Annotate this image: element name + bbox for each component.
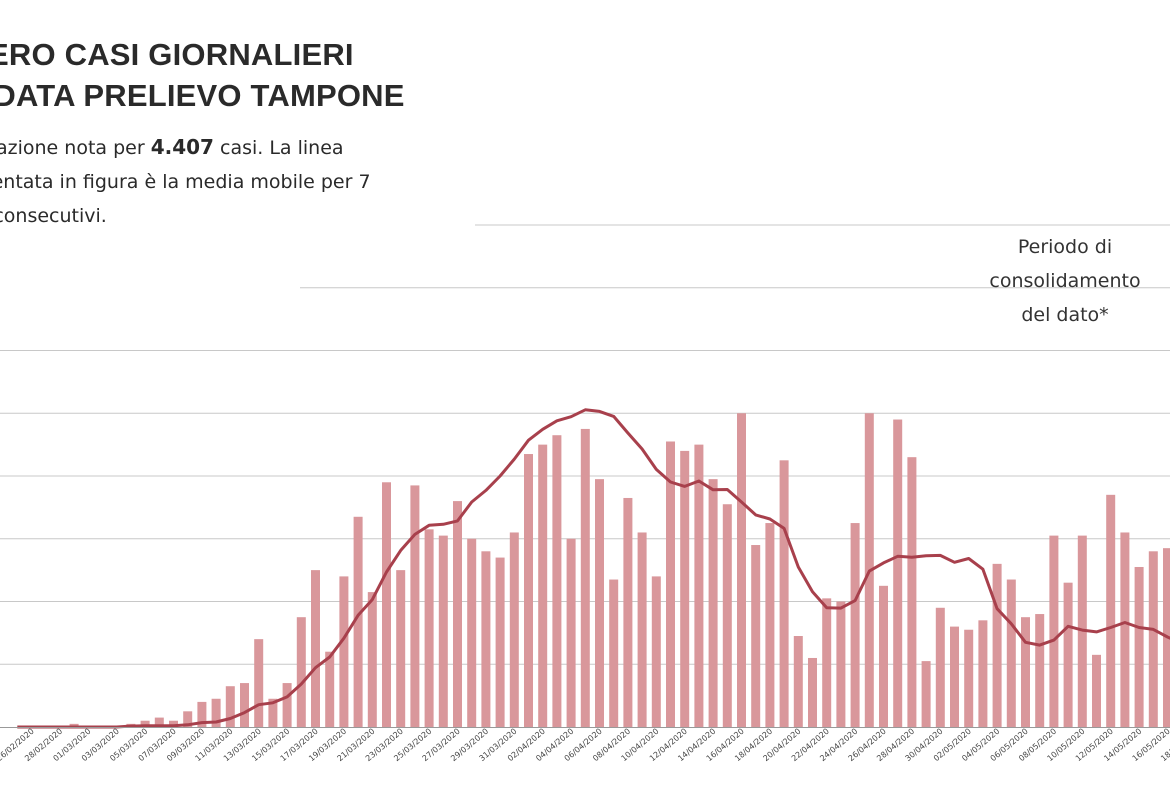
bar-21/03/2020: [367, 592, 377, 727]
bar-05/03/2020: [140, 720, 150, 727]
chart-title: MERO CASI GIORNALIERI R DATA PRELIEVO TA…: [0, 34, 405, 116]
bar-08/04/2020: [623, 497, 633, 727]
note-line1: Periodo di: [1017, 236, 1113, 258]
bar-20/03/2020: [353, 516, 363, 727]
subtitle-suffix: casi. La linea: [220, 137, 344, 159]
bar-04/05/2020: [992, 563, 1002, 727]
bar-31/03/2020: [509, 532, 519, 727]
bar-06/03/2020: [154, 717, 164, 727]
note-line3: del dato*: [1021, 304, 1109, 326]
bar-08/03/2020: [183, 711, 193, 727]
chart-subtitle: rmazione nota per 4.407 casi. La linea e…: [0, 130, 440, 233]
note-line2: consolidamento: [989, 270, 1141, 292]
case-count: 4.407: [150, 135, 214, 159]
bar-17/03/2020: [311, 570, 320, 727]
bar-07/03/2020: [169, 720, 178, 727]
bar-11/04/2020: [666, 441, 675, 727]
bar-02/05/2020: [964, 629, 974, 727]
chart-title-line1: MERO CASI GIORNALIERI: [0, 37, 354, 72]
bar-06/04/2020: [595, 479, 604, 727]
bar-05/05/2020: [1006, 579, 1016, 727]
bar-29/04/2020: [921, 661, 931, 727]
bar-04/04/2020: [566, 538, 576, 727]
bar-09/04/2020: [637, 532, 647, 727]
bar-26/03/2020: [438, 535, 448, 727]
subtitle-line3: ni consecutivi.: [0, 205, 107, 227]
bar-28/04/2020: [907, 457, 917, 727]
bar-26/04/2020: [879, 585, 888, 727]
bar-21/04/2020: [808, 657, 817, 727]
bar-24/04/2020: [850, 523, 860, 727]
bar-09/03/2020: [197, 701, 207, 727]
bar-series: [69, 413, 1170, 727]
bar-30/03/2020: [495, 557, 505, 727]
bar-12/03/2020: [240, 683, 249, 727]
bar-22/03/2020: [382, 482, 391, 727]
bar-19/03/2020: [339, 576, 349, 727]
bar-24/03/2020: [410, 485, 420, 727]
bar-06/05/2020: [1021, 617, 1030, 727]
bar-01/05/2020: [950, 626, 959, 727]
bar-08/05/2020: [1049, 535, 1059, 727]
bar-03/04/2020: [552, 435, 562, 727]
bar-27/03/2020: [453, 501, 462, 727]
bar-05/04/2020: [580, 428, 590, 727]
bar-20/04/2020: [793, 636, 803, 727]
bar-11/05/2020: [1092, 654, 1101, 727]
subtitle-prefix: rmazione nota per: [0, 137, 145, 159]
subtitle-line2: esentata in figura è la media mobile per…: [0, 171, 371, 193]
subtitle-line1: rmazione nota per 4.407 casi. La linea: [0, 130, 440, 165]
bar-09/05/2020: [1063, 582, 1073, 727]
bar-14/03/2020: [268, 698, 278, 727]
bar-07/04/2020: [609, 579, 619, 727]
bar-29/02/2020: [69, 723, 79, 727]
chart-title-line2: R DATA PRELIEVO TAMPONE: [0, 78, 405, 113]
bar-27/04/2020: [893, 419, 903, 727]
bar-11/03/2020: [225, 686, 235, 727]
bar-15/03/2020: [282, 683, 292, 727]
bar-02/04/2020: [538, 444, 548, 727]
bar-19/04/2020: [779, 460, 789, 727]
bar-10/03/2020: [211, 698, 221, 727]
consolidation-note: Periodo di consolidamento del dato*: [960, 230, 1170, 332]
bar-03/05/2020: [978, 620, 988, 727]
bar-30/04/2020: [935, 607, 945, 727]
bar-13/05/2020: [1120, 532, 1130, 727]
bar-28/03/2020: [467, 538, 477, 727]
bar-15/04/2020: [722, 504, 732, 727]
bar-22/04/2020: [822, 598, 832, 727]
bar-12/04/2020: [680, 450, 690, 727]
bar-14/05/2020: [1134, 566, 1144, 727]
bar-23/03/2020: [396, 570, 406, 727]
bar-23/04/2020: [836, 601, 846, 727]
bar-29/03/2020: [481, 551, 491, 727]
bar-18/04/2020: [765, 523, 775, 727]
bar-16/03/2020: [296, 617, 306, 727]
bar-13/03/2020: [254, 639, 264, 727]
bar-13/04/2020: [694, 444, 704, 727]
bar-01/04/2020: [524, 454, 533, 727]
bar-14/04/2020: [708, 479, 718, 727]
bar-25/03/2020: [424, 529, 434, 727]
bar-07/05/2020: [1035, 614, 1045, 727]
bar-17/04/2020: [751, 545, 761, 727]
x-tick-labels: 26/02/202028/02/202001/03/202003/03/2020…: [0, 727, 1170, 764]
bar-18/03/2020: [325, 651, 335, 727]
bar-15/05/2020: [1148, 551, 1158, 727]
bar-16/04/2020: [737, 413, 746, 727]
bar-12/05/2020: [1106, 494, 1116, 727]
moving-average-line: [17, 408, 1170, 729]
bar-10/04/2020: [651, 576, 661, 727]
